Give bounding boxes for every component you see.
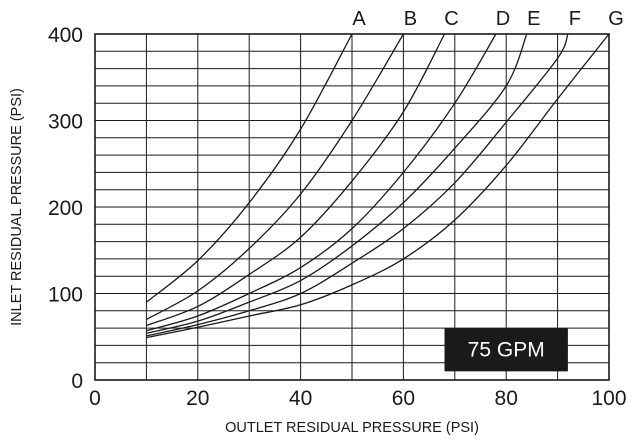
x-tick-label: 60 <box>392 387 415 410</box>
y-tick-label: 200 <box>48 197 83 220</box>
series-line-f <box>146 33 569 337</box>
series-label-g: G <box>608 8 624 30</box>
plot-frame <box>94 33 610 381</box>
x-tick-label: 80 <box>495 387 518 410</box>
x-tick-label: 100 <box>591 387 626 410</box>
y-tick-label: 0 <box>71 370 83 393</box>
x-tick-label: 40 <box>289 387 312 410</box>
series-line-d <box>146 33 497 332</box>
series-line-c <box>146 33 446 327</box>
series-line-a <box>145 33 353 303</box>
flow-rate-label: 75 GPM <box>468 339 545 362</box>
series-line-g <box>146 33 610 339</box>
series-label-f: F <box>569 8 581 30</box>
series-line-b <box>146 33 404 321</box>
series-label-b: B <box>404 8 417 30</box>
series-label-a: A <box>352 8 366 30</box>
y-tick-label: 100 <box>48 284 83 307</box>
x-axis-label: OUTLET RESIDUAL PRESSURE (PSI) <box>225 420 479 436</box>
flow-rate-badge <box>444 328 568 372</box>
series-lines <box>145 33 610 339</box>
x-tick-label: 20 <box>186 387 209 410</box>
y-axis-label: INLET RESIDUAL PRESSURE (PSI) <box>9 88 25 326</box>
axis-ticks: 0 20 40 60 80 100 0 100 200 300 400 <box>48 24 627 410</box>
series-line-e <box>146 33 528 334</box>
y-tick-label: 400 <box>48 24 83 47</box>
x-tick-label: 0 <box>89 387 101 410</box>
series-label-c: C <box>444 8 458 30</box>
series-label-e: E <box>527 8 540 30</box>
y-tick-label: 300 <box>48 111 83 134</box>
series-label-d: D <box>496 8 510 30</box>
